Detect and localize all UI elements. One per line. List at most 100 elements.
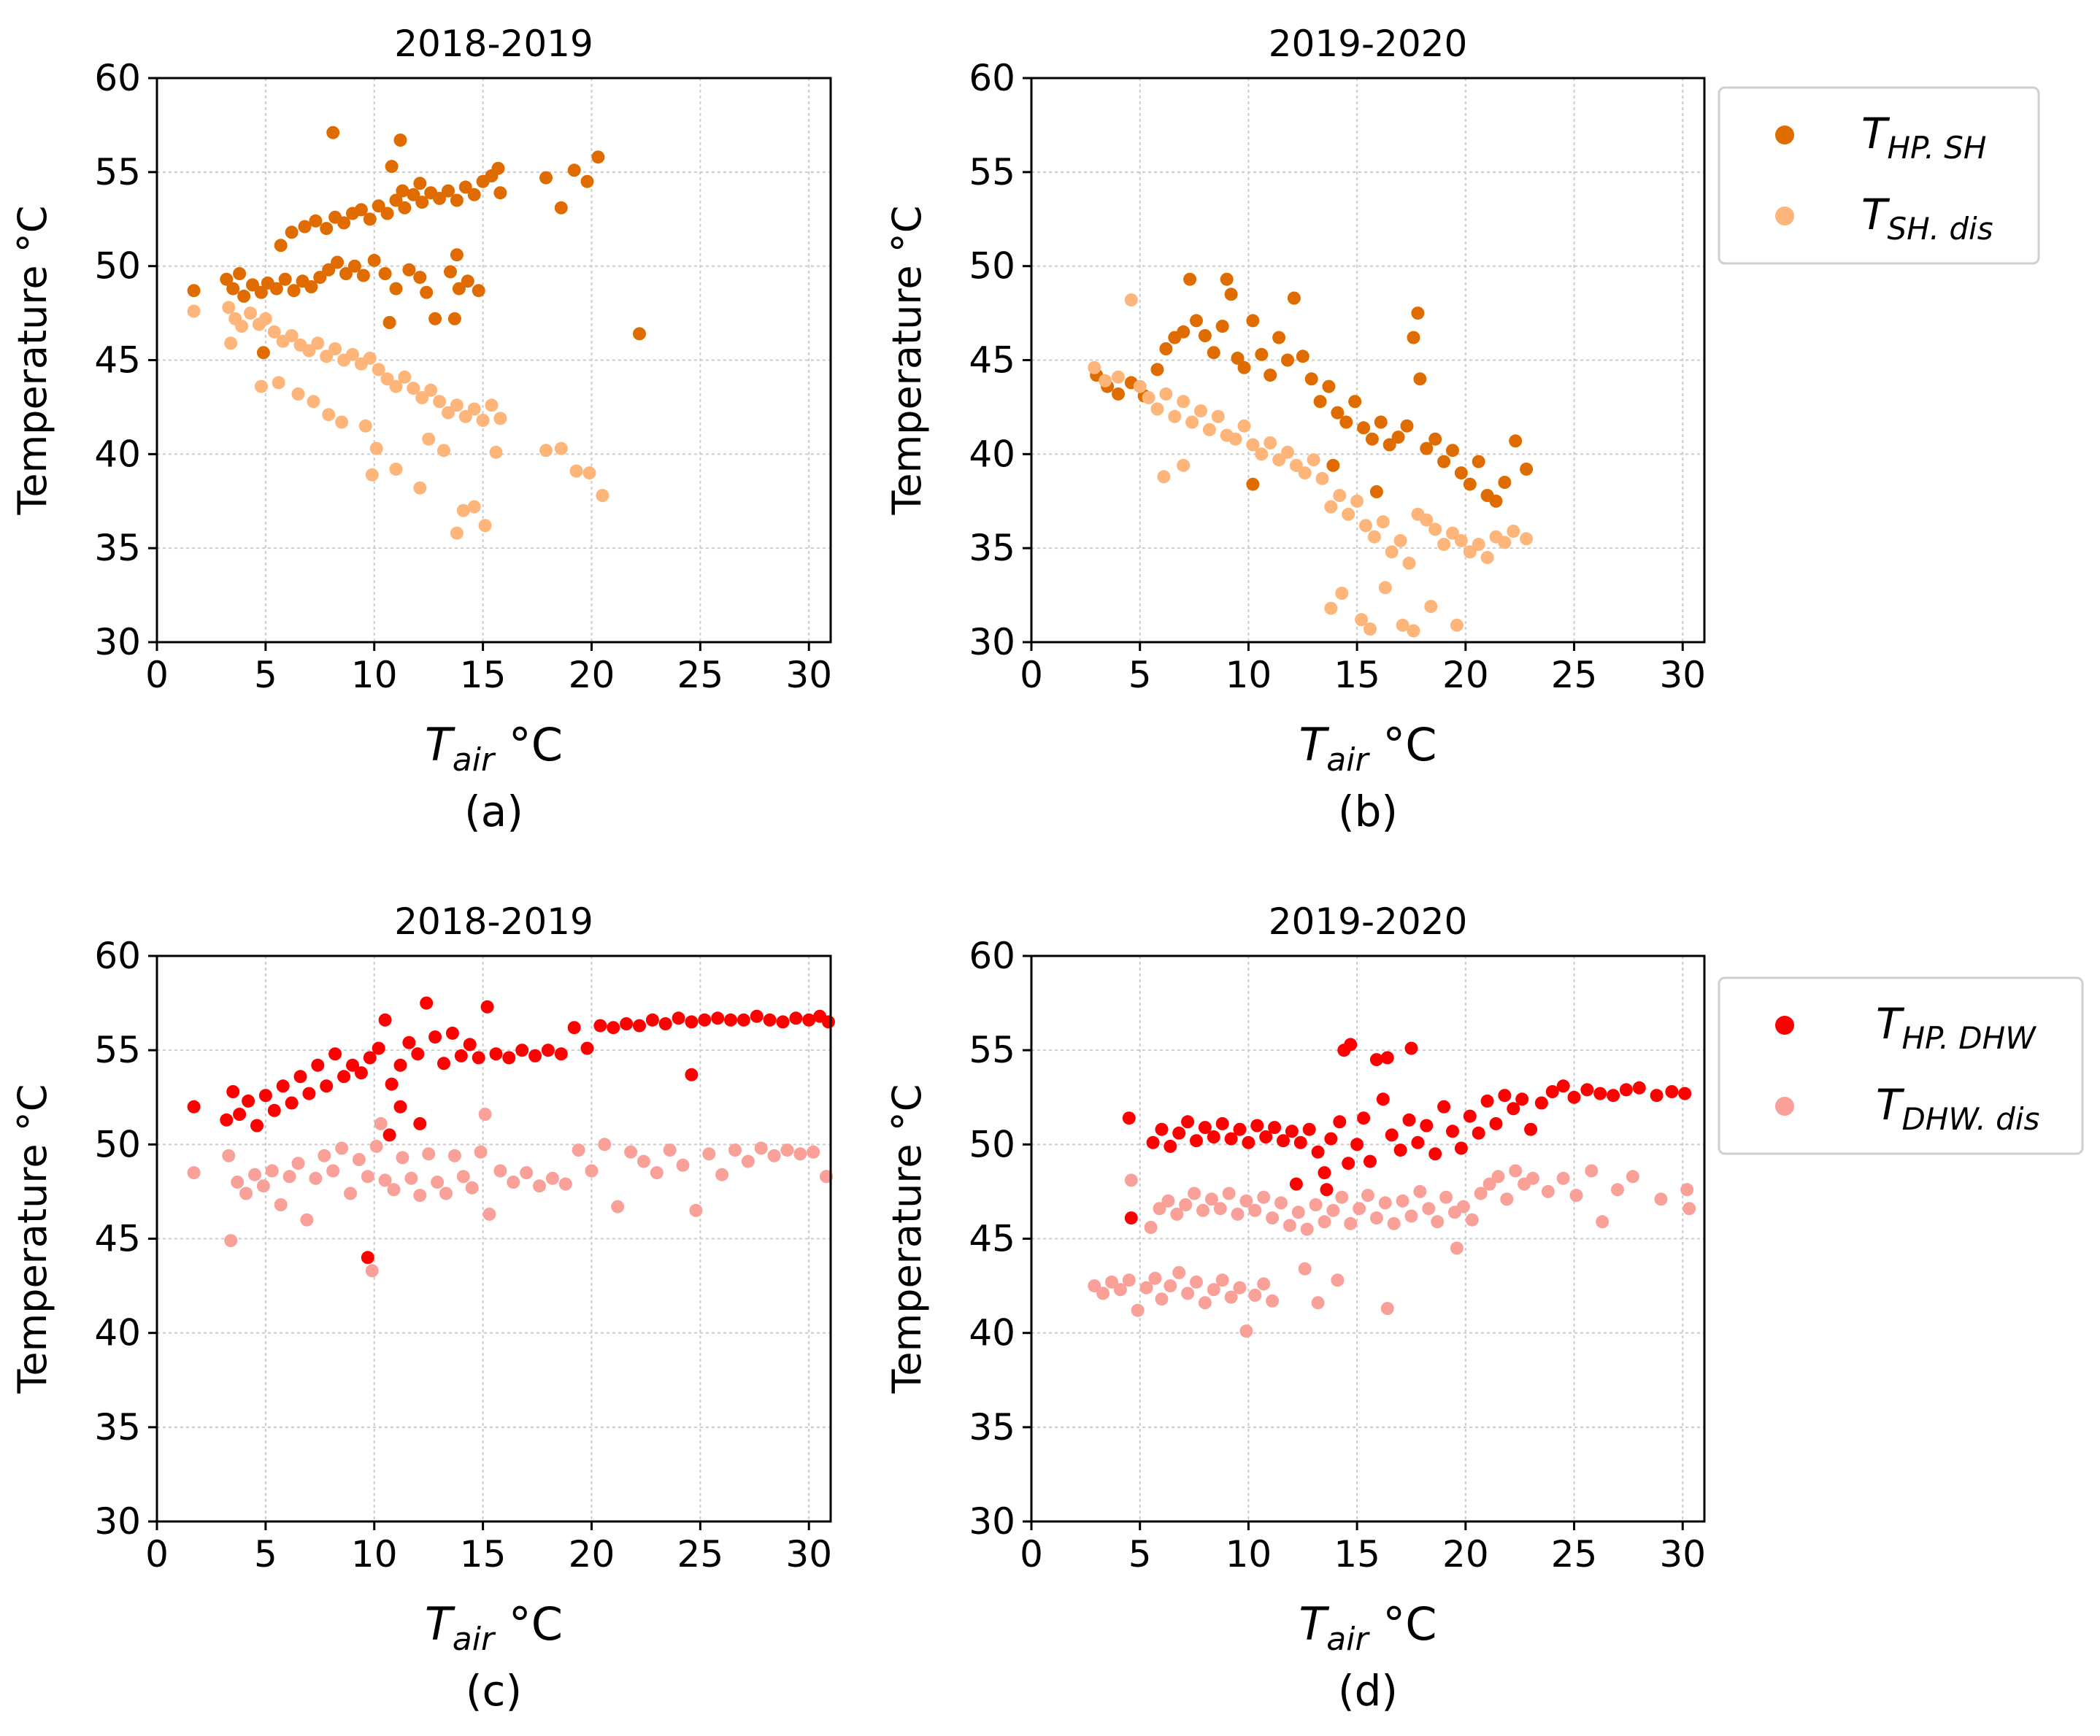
panel-d-series-1-point-63 <box>1491 1170 1505 1184</box>
panel-c-series-1-point-15 <box>335 1141 349 1155</box>
panel-d-series-0-point-8 <box>1198 1121 1212 1135</box>
panel-c-series-1-point-59 <box>365 1264 379 1278</box>
panel-a-series-0-point-68 <box>580 174 594 188</box>
panel-b-xlabel: Tair °C <box>1299 718 1436 779</box>
panel-c-series-0-point-48 <box>685 1015 699 1029</box>
panel-a-series-0-point-4 <box>237 289 251 303</box>
panel-c-series-1-point-10 <box>291 1157 305 1170</box>
panel-c-series-1-point-55 <box>780 1143 794 1157</box>
panel-a-xtick-label-30: 30 <box>785 654 832 696</box>
panel-b-series-0-point-13 <box>1215 320 1229 333</box>
panel-b-series-1-point-17 <box>1246 438 1260 452</box>
panel-d-series-0-point-15 <box>1259 1130 1273 1143</box>
panel-c-series-0-point-23 <box>402 1035 416 1049</box>
panel-d-series-1-point-53 <box>1404 1209 1418 1223</box>
panel-c-ytick-label-45: 45 <box>94 1218 141 1260</box>
panel-c-series-0-point-29 <box>454 1049 468 1062</box>
panel-a-series-1-point-9 <box>285 329 299 342</box>
panel-d-series-1-point-14 <box>1198 1296 1212 1310</box>
panel-a-xtick-label-0: 0 <box>145 654 169 696</box>
panel-b-series-0-point-52 <box>1246 477 1260 491</box>
panel-c-xtick-label-5: 5 <box>254 1533 277 1575</box>
panel-a-ytick-label-40: 40 <box>94 433 141 475</box>
panel-c-series-1-point-27 <box>439 1187 453 1200</box>
panel-b-series-0-point-32 <box>1365 432 1379 446</box>
panel-d-series-1 <box>1088 1164 1696 1338</box>
panel-a-series-0-point-39 <box>450 193 464 207</box>
panel-b-series-1-point-39 <box>1437 538 1451 551</box>
panel-b-series-0-point-18 <box>1246 314 1260 328</box>
panel-c-series-1-point-18 <box>361 1170 374 1184</box>
panel-a-series-1-point-45 <box>413 481 427 495</box>
panel-d-ytick-label-60: 60 <box>969 935 1015 977</box>
panel-d-series-1-point-42 <box>1309 1198 1323 1211</box>
panel-c-series-0-point-31 <box>472 1051 485 1065</box>
panel-d-series-0-point-61 <box>1665 1085 1679 1098</box>
panel-b-series-0-point-41 <box>1428 432 1442 446</box>
panel-b-xtick-label-0: 0 <box>1020 654 1043 696</box>
panel-c-series-1 <box>187 1108 833 1278</box>
panel-d-series-0-point-49 <box>1515 1092 1529 1106</box>
panel-c-series-1-point-51 <box>728 1143 742 1157</box>
panel-b-series-1-point-58 <box>1424 600 1438 613</box>
panel-d-series-0-point-11 <box>1224 1132 1238 1146</box>
panel-b-series-0-point-44 <box>1454 466 1468 480</box>
panel-a-series-1-point-48 <box>450 526 464 540</box>
panel-b-series-1 <box>1088 293 1534 638</box>
panel-a-ytick-label-45: 45 <box>94 339 141 382</box>
panel-d-series-1-point-60 <box>1465 1213 1479 1227</box>
panel-b-ytick-label-45: 45 <box>969 339 1015 382</box>
panel-c-series-0-point-42 <box>607 1021 620 1035</box>
panel-b-ytick-label-60: 60 <box>969 57 1015 99</box>
panel-d-series-1-point-29 <box>1196 1203 1209 1217</box>
panel-c-series-1-point-21 <box>387 1183 401 1197</box>
panel-c-series-1-point-1 <box>222 1149 236 1162</box>
panel-b-series-1-point-6 <box>1150 402 1164 416</box>
panel-a-series-0-point-3 <box>233 267 247 280</box>
panel-d-series-1-point-15 <box>1207 1283 1220 1297</box>
panel-a-series-1-point-4 <box>244 306 257 320</box>
panel-c-series-0-point-56 <box>789 1011 803 1025</box>
panel-d-series-1-point-11 <box>1172 1266 1186 1279</box>
panel-a-series-0-point-18 <box>356 269 370 282</box>
panel-c-series-1-point-0 <box>187 1166 201 1180</box>
panel-c-series-1-point-56 <box>793 1147 807 1161</box>
panel-d-series-1-point-47 <box>1353 1202 1366 1216</box>
panel-b-series-1-point-33 <box>1385 545 1399 559</box>
panel-c-series-1-point-29 <box>456 1170 470 1184</box>
panel-a-series-0-point-22 <box>298 220 312 234</box>
panel-c-series-0-point-40 <box>580 1041 594 1055</box>
panel-d-series-1-point-65 <box>1509 1164 1523 1178</box>
panel-a-series-0-point-23 <box>309 214 323 228</box>
panel-a-series-1-point-20 <box>380 372 394 386</box>
panel-c-series-0-point-1 <box>220 1113 234 1127</box>
panel-b-xtick-label-15: 15 <box>1334 654 1380 696</box>
panel-c-series-1-point-7 <box>265 1164 279 1178</box>
panel-d-series-1-point-7 <box>1139 1281 1153 1295</box>
panel-d-xtick-label-25: 25 <box>1551 1533 1598 1575</box>
panel-d-series-1-point-8 <box>1148 1271 1162 1285</box>
panel-b-series-0-point-2 <box>1112 387 1125 401</box>
panel-c-xtick-label-15: 15 <box>460 1533 507 1575</box>
panel-c-series-0-point-47 <box>672 1011 685 1025</box>
panel-b-series-0-point-8 <box>1177 325 1191 339</box>
panel-b-series-1-point-47 <box>1507 525 1520 538</box>
legend-sh-marker-dis <box>1775 207 1794 225</box>
panel-a-series-0-point-63 <box>450 248 464 262</box>
panel-b-series-0-point-40 <box>1420 441 1434 455</box>
panel-d-series-0-point-46 <box>1489 1116 1503 1130</box>
panel-d-series-1-point-76 <box>1680 1183 1694 1197</box>
panel-b-series-0-point-26 <box>1313 395 1327 409</box>
panel-d-series-0-point-45 <box>1480 1094 1494 1108</box>
panel-b-series-1-point-22 <box>1289 458 1303 472</box>
panel-a-series-0-point-48 <box>393 134 407 147</box>
panel-d-series-0-point-36 <box>1404 1041 1418 1055</box>
panel-d-series-0-point-20 <box>1302 1122 1316 1136</box>
panel-c-xtick-label-10: 10 <box>351 1533 398 1575</box>
panel-c-series-0-point-2 <box>226 1085 240 1098</box>
panel-c-series-0-point-30 <box>463 1038 477 1052</box>
panel-d-series-1-point-59 <box>1456 1200 1470 1214</box>
panel-b-series-1-point-57 <box>1407 624 1420 638</box>
legend-dhw: THP. DHW TDHW. dis <box>1718 976 2084 1155</box>
legend-sh: THP. SH TSH. dis <box>1718 86 2040 265</box>
